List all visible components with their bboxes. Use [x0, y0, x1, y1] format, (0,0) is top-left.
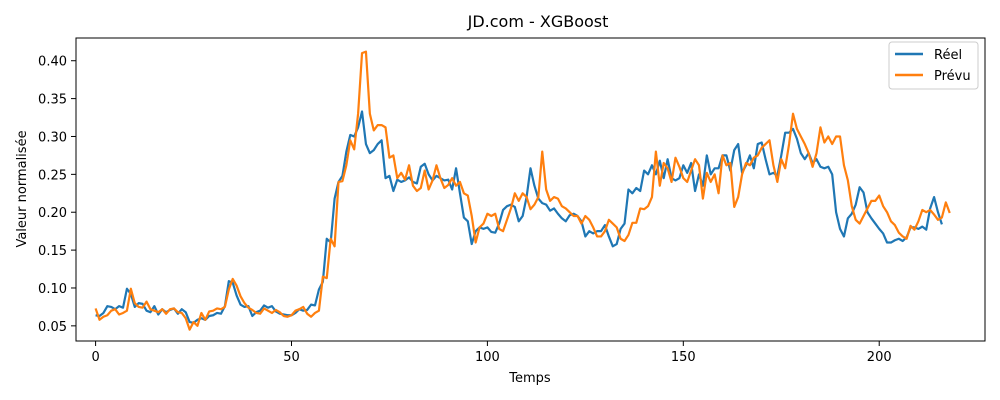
plot-area: 0 50 100 150 200 0.05 0.10 0.15 0.20 0.25 0.30 0.35… [38, 37, 986, 365]
x-tick-label: 0 [91, 350, 99, 365]
x-tick-label: 200 [867, 350, 892, 365]
y-tick-label: 0.30 [38, 130, 67, 145]
x-tick-label: 150 [671, 350, 696, 365]
y-tick-label: 0.05 [38, 320, 67, 335]
y-tick-label: 0.10 [38, 282, 67, 297]
y-tick-label: 0.40 [38, 55, 67, 70]
y-tick-label: 0.15 [38, 244, 67, 259]
chart-legend: Réel Prévu [888, 41, 979, 90]
legend-label-1: Prévu [934, 69, 971, 84]
chart-title: JD.com - XGBoost [467, 12, 609, 31]
plot-frame [75, 37, 986, 342]
x-axis-label: Temps [508, 371, 551, 386]
y-tick-label: 0.35 [38, 93, 67, 108]
x-tick-label: 100 [475, 350, 500, 365]
y-tick-label: 0.25 [38, 168, 67, 183]
series-line-0 [95, 110, 943, 324]
legend-label-0: Réel [934, 48, 962, 63]
y-tick-label: 0.20 [38, 206, 67, 221]
y-axis-label: Valeur normalisée [15, 130, 30, 247]
x-tick-label: 50 [283, 350, 300, 365]
series-line-1 [94, 50, 951, 331]
